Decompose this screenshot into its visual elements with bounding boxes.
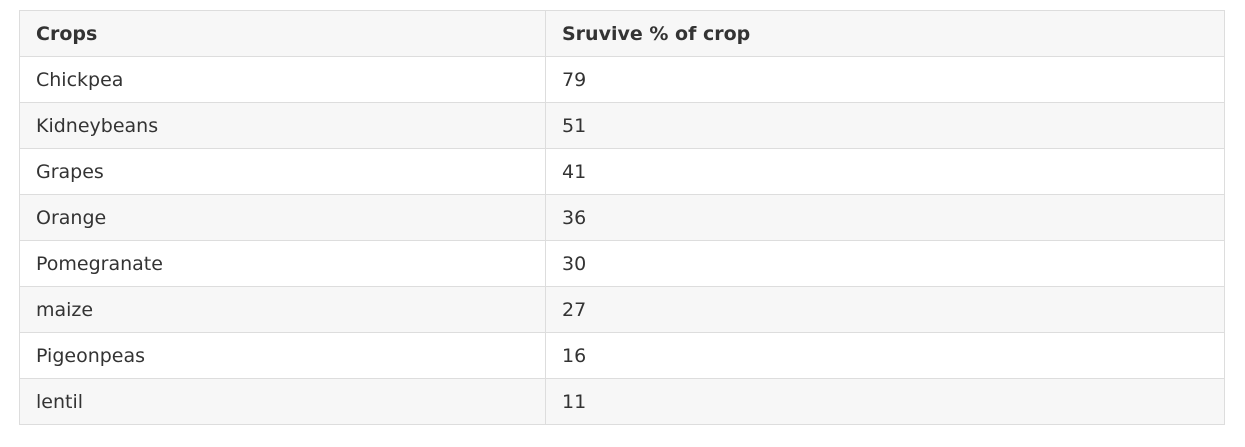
crops-table: Crops Sruvive % of crop Chickpea 79 Kidn… [19,10,1225,425]
table-row: lentil 11 [19,378,1225,425]
crop-name-cell: Grapes [19,148,546,195]
table-row: Chickpea 79 [19,56,1225,103]
survive-percent-cell: 79 [545,56,1225,103]
survive-percent-cell: 51 [545,102,1225,149]
crop-name-cell: Pomegranate [19,240,546,287]
crop-name-cell: lentil [19,378,546,425]
header-crops: Crops [19,10,546,57]
table-header-row: Crops Sruvive % of crop [19,10,1225,57]
table-row: Pomegranate 30 [19,240,1225,287]
survive-percent-cell: 30 [545,240,1225,287]
table-row: Grapes 41 [19,148,1225,195]
crops-table-container: Crops Sruvive % of crop Chickpea 79 Kidn… [19,10,1225,425]
crop-name-cell: Pigeonpeas [19,332,546,379]
crop-name-cell: Kidneybeans [19,102,546,149]
table-row: Kidneybeans 51 [19,102,1225,149]
survive-percent-cell: 41 [545,148,1225,195]
crop-name-cell: maize [19,286,546,333]
table-row: Orange 36 [19,194,1225,241]
survive-percent-cell: 27 [545,286,1225,333]
crop-name-cell: Orange [19,194,546,241]
survive-percent-cell: 16 [545,332,1225,379]
survive-percent-cell: 36 [545,194,1225,241]
table-row: Pigeonpeas 16 [19,332,1225,379]
crop-name-cell: Chickpea [19,56,546,103]
table-row: maize 27 [19,286,1225,333]
survive-percent-cell: 11 [545,378,1225,425]
header-survive-percent: Sruvive % of crop [545,10,1225,57]
